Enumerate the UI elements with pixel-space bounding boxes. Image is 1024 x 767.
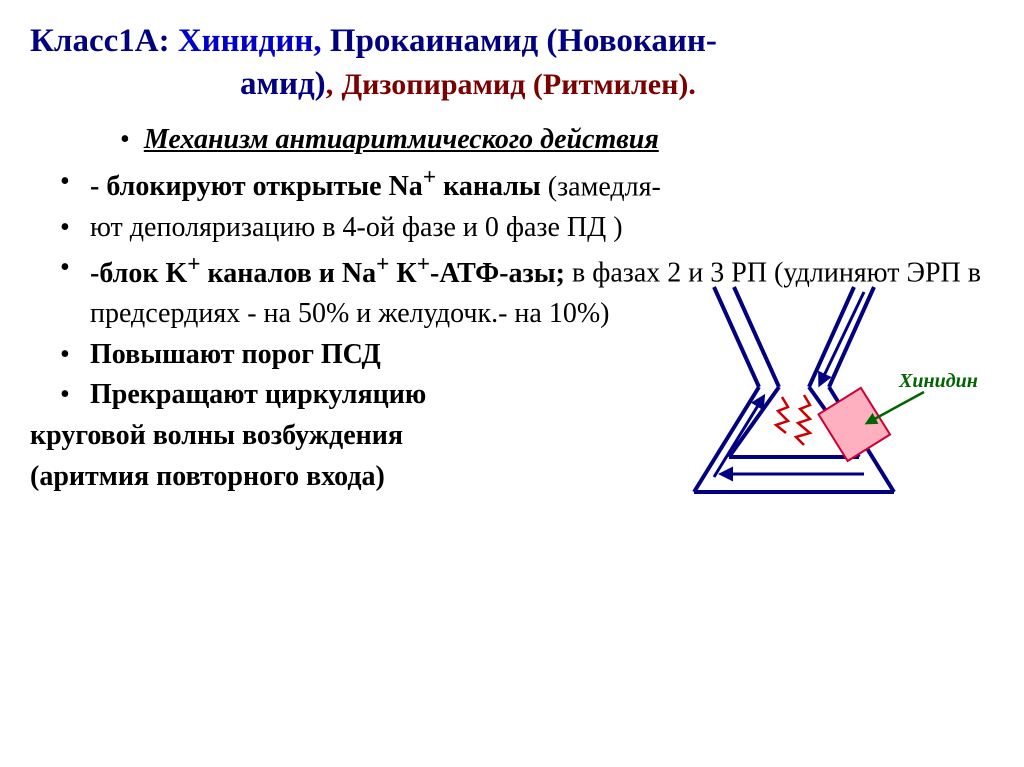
title-comma: , (326, 68, 334, 101)
reentry-diagram: Хинидин (664, 277, 984, 507)
quinidine-label: Хинидин (898, 370, 978, 392)
label-pointer (869, 392, 924, 422)
drug-quinidine: Хинидин, (178, 23, 322, 59)
mechanism-subtitle: Механизм антиаритмического действия (144, 124, 659, 155)
content-area: • Механизм антиаритмического действия - … (30, 124, 994, 497)
slide-title: Класс1А: Хинидин, Прокаинамид (Новокаин-… (30, 20, 994, 106)
bullet-2: ют деполяризацию в 4-ой фазе и 0 фазе ПД… (30, 208, 994, 249)
drug-disopyramide: Дизопирамид (Ритмилен). (341, 68, 695, 101)
class-label: Класс1А: (30, 23, 170, 59)
red-zigzag-2 (776, 397, 788, 433)
drug-procainamide-a: Прокаинамид (Новокаин- (330, 23, 717, 59)
red-zigzag-1 (796, 395, 810, 445)
drug-procainamide-b: амид) (240, 66, 326, 102)
block-region (818, 388, 890, 461)
bullet-1: - блокируют открытые Na+ каналы (замедля… (30, 162, 994, 208)
